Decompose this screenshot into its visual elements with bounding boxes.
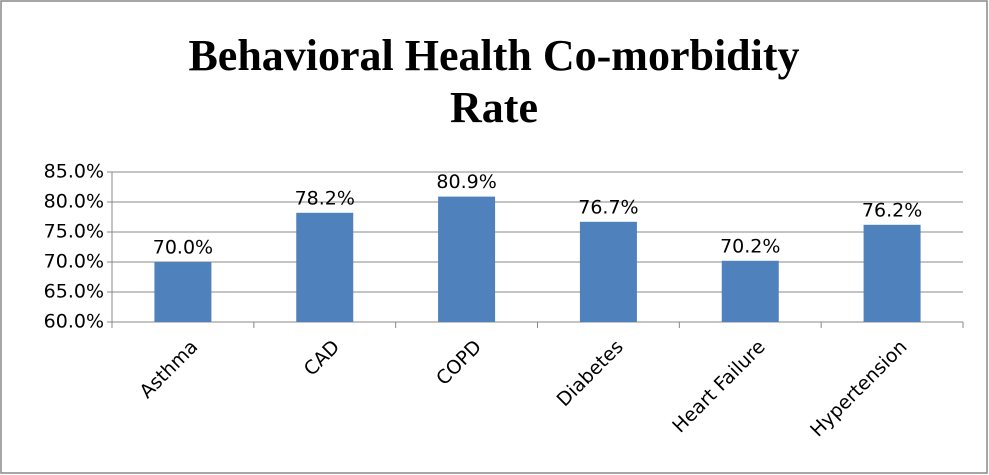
bar bbox=[721, 260, 779, 322]
x-tick-label: CAD bbox=[300, 336, 344, 380]
y-tick-label: 65.0% bbox=[44, 281, 104, 303]
bar bbox=[296, 212, 354, 322]
x-tick-label: COPD bbox=[432, 336, 486, 390]
y-tick-label: 60.0% bbox=[44, 311, 104, 333]
bar bbox=[438, 196, 496, 322]
y-tick-label: 80.0% bbox=[44, 191, 104, 213]
x-tick-label: Asthma bbox=[135, 336, 202, 403]
y-tick-label: 75.0% bbox=[44, 221, 104, 243]
data-label: 76.7% bbox=[578, 196, 638, 218]
x-tick-label: Hypertension bbox=[806, 336, 911, 441]
bar bbox=[863, 224, 921, 322]
data-label: 76.2% bbox=[862, 199, 922, 221]
x-tick-label: Heart Failure bbox=[668, 336, 769, 437]
chart-title: Behavioral Health Co-morbidity Rate bbox=[188, 31, 800, 132]
bar bbox=[579, 221, 637, 322]
data-label: 70.2% bbox=[720, 235, 780, 257]
data-label: 80.9% bbox=[436, 171, 496, 193]
data-label: 78.2% bbox=[295, 187, 355, 209]
bar bbox=[154, 262, 212, 322]
y-tick-label: 70.0% bbox=[44, 251, 104, 273]
y-tick-label: 85.0% bbox=[44, 161, 104, 183]
data-label: 70.0% bbox=[153, 237, 213, 259]
x-tick-label: Diabetes bbox=[553, 336, 628, 411]
